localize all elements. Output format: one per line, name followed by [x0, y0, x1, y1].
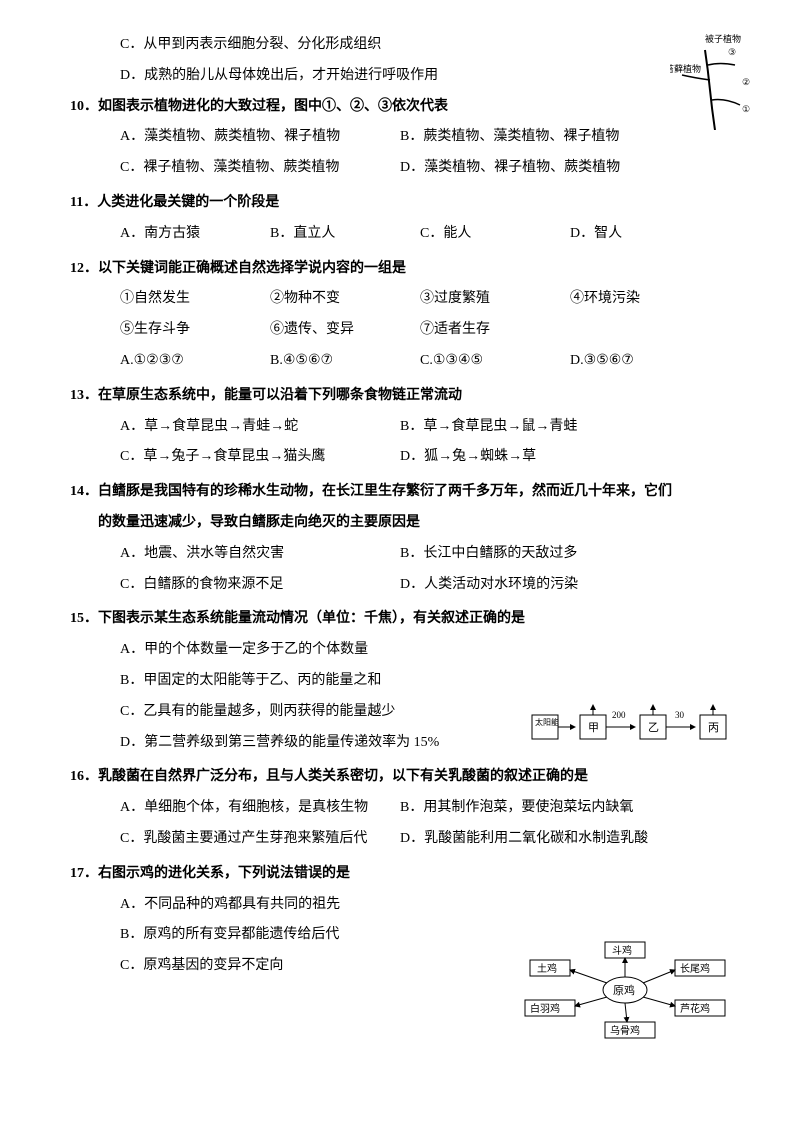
svg-text:丙: 丙	[708, 722, 719, 734]
q9-option-c: C．从甲到丙表示细胞分裂、分化形成组织	[70, 30, 740, 61]
svg-text:土鸡: 土鸡	[537, 962, 557, 975]
q13-b: B．草→食草昆虫→鼠→青蛙	[400, 412, 680, 443]
q11-b: B．直立人	[270, 219, 420, 250]
svg-text:芦花鸡: 芦花鸡	[680, 1002, 710, 1015]
svg-text:乙: 乙	[648, 721, 659, 734]
q11-c: C．能人	[420, 219, 570, 250]
svg-text:太阳能: 太阳能	[535, 717, 559, 727]
svg-text:200: 200	[612, 710, 626, 720]
question-14: 14．白鳍豚是我国特有的珍稀水生动物，在长江里生存繁衍了两千多万年，然而近几十年…	[70, 477, 740, 600]
svg-text:斗鸡: 斗鸡	[612, 944, 632, 957]
q15-b: B．甲固定的太阳能等于乙、丙的能量之和	[70, 666, 740, 697]
q12-b: B.④⑤⑥⑦	[270, 346, 420, 377]
question-13: 13．在草原生态系统中，能量可以沿着下列哪条食物链正常流动 A．草→食草昆虫→青…	[70, 381, 740, 473]
chicken-evolution-figure: 原鸡 斗鸡 长尾鸡 芦花鸡 乌骨鸡 白羽鸡 土鸡	[515, 940, 735, 1040]
q12-c: C.①③④⑤	[420, 346, 570, 377]
q14-d: D．人类活动对水环境的污染	[400, 570, 680, 601]
q10-a: A．藻类植物、蕨类植物、裸子植物	[120, 122, 400, 153]
svg-text:长尾鸡: 长尾鸡	[680, 962, 710, 975]
tree-label-circle1: ①	[742, 104, 750, 114]
question-16: 16．乳酸菌在自然界广泛分布，且与人类关系密切，以下有关乳酸菌的叙述正确的是 A…	[70, 762, 740, 854]
q15-a: A．甲的个体数量一定多于乙的个体数量	[70, 635, 740, 666]
q10-d: D．藻类植物、裸子植物、蕨类植物	[400, 153, 680, 184]
q13-c: C．草→兔子→食草昆虫→猫头鹰	[120, 442, 400, 473]
plant-evolution-tree-figure: 被子植物 ③ ② 苔藓植物 ①	[670, 30, 760, 130]
question-10: 10．如图表示植物进化的大致过程，图中①、②、③依次代表 A．藻类植物、蕨类植物…	[70, 92, 740, 184]
q10-b: B．蕨类植物、藻类植物、裸子植物	[400, 122, 680, 153]
q11-a: A．南方古猿	[120, 219, 270, 250]
svg-text:白羽鸡: 白羽鸡	[530, 1002, 560, 1015]
tree-label-moss: 苔藓植物	[670, 63, 701, 74]
q16-a: A．单细胞个体，有细胞核，是真核生物	[120, 793, 400, 824]
energy-flow-figure: 太阳能 甲 200 乙 30 丙	[530, 700, 750, 750]
tree-label-2: ②	[742, 77, 750, 87]
q9-option-d: D．成熟的胎儿从母体娩出后，才开始进行呼吸作用	[70, 61, 740, 92]
svg-text:甲: 甲	[588, 722, 599, 734]
q10-c: C．裸子植物、藻类植物、蕨类植物	[120, 153, 400, 184]
tree-label-1: 被子植物	[705, 33, 741, 44]
q14-b: B．长江中白鳍豚的天敌过多	[400, 539, 680, 570]
q13-a: A．草→食草昆虫→青蛙→蛇	[120, 412, 400, 443]
q12-a: A.①②③⑦	[120, 346, 270, 377]
q16-d: D．乳酸菌能利用二氧化碳和水制造乳酸	[400, 824, 680, 855]
q11-d: D．智人	[570, 219, 720, 250]
q14-a: A．地震、洪水等自然灾害	[120, 539, 400, 570]
tree-label-3: ③	[728, 47, 736, 57]
question-12: 12．以下关键词能正确概述自然选择学说内容的一组是 ①自然发生②物种不变③过度繁…	[70, 254, 740, 377]
svg-text:30: 30	[675, 710, 685, 720]
q12-d: D.③⑤⑥⑦	[570, 346, 720, 377]
q16-c: C．乳酸菌主要通过产生芽孢来繁殖后代	[120, 824, 400, 855]
q14-c: C．白鳍豚的食物来源不足	[120, 570, 400, 601]
q13-d: D．狐→兔→蜘蛛→草	[400, 442, 680, 473]
question-11: 11．人类进化最关键的一个阶段是 A．南方古猿B．直立人C．能人D．智人	[70, 188, 740, 250]
q16-b: B．用其制作泡菜，要使泡菜坛内缺氧	[400, 793, 680, 824]
svg-text:乌骨鸡: 乌骨鸡	[610, 1024, 640, 1037]
q17-a: A．不同品种的鸡都具有共同的祖先	[70, 890, 740, 921]
svg-text:原鸡: 原鸡	[613, 983, 635, 997]
